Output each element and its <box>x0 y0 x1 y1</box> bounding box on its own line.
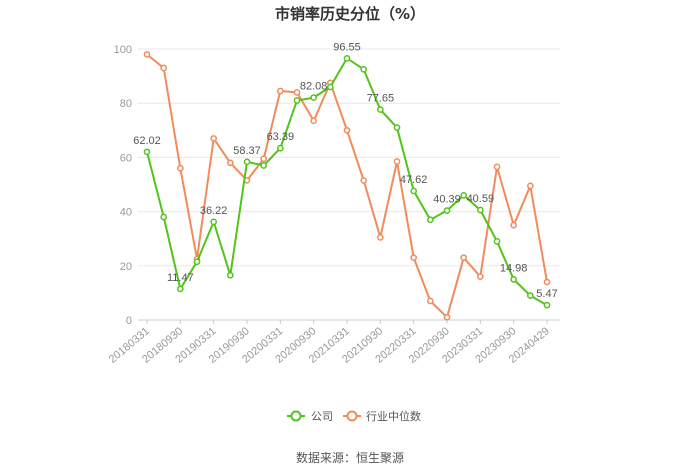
data-point-1 <box>493 163 501 171</box>
data-point-1 <box>460 254 468 262</box>
data-label: 58.37 <box>233 145 261 157</box>
data-point-0 <box>543 301 551 309</box>
data-point-1 <box>426 297 434 305</box>
data-point-0 <box>343 54 351 62</box>
data-label: 14.98 <box>500 262 528 274</box>
x-axis-ticks: 2018033120180930201903312019093020200331… <box>107 320 552 366</box>
data-point-0 <box>360 65 368 73</box>
data-point-1 <box>176 164 184 172</box>
data-point-0 <box>426 216 434 224</box>
data-point-0 <box>510 276 518 283</box>
y-tick-label: 100 <box>114 44 132 56</box>
legend-company-marker-icon <box>290 410 302 422</box>
data-point-0 <box>393 124 401 131</box>
data-label: 11.47 <box>167 272 194 284</box>
data-point-1 <box>226 159 234 167</box>
data-point-1 <box>210 135 218 142</box>
data-point-1 <box>276 87 284 95</box>
legend-item-company[interactable]: 公司 <box>287 410 333 423</box>
data-point-0 <box>326 83 334 91</box>
data-point-0 <box>410 187 418 195</box>
legend-label-company: 公司 <box>311 410 333 423</box>
data-point-1 <box>510 221 518 229</box>
y-tick-label: 40 <box>120 207 132 219</box>
data-point-0 <box>443 207 451 214</box>
data-point-0 <box>210 218 218 226</box>
data-point-0 <box>143 148 151 156</box>
y-tick-label: 0 <box>126 315 132 327</box>
legend-industry-marker-icon <box>346 410 358 422</box>
data-label: 40.39 <box>433 194 461 206</box>
data-point-1 <box>443 313 451 321</box>
data-point-0 <box>260 162 268 169</box>
data-point-0 <box>193 258 201 266</box>
data-point-1 <box>526 182 534 190</box>
data-label: 96.55 <box>333 41 361 53</box>
data-point-1 <box>293 89 301 96</box>
data-point-1 <box>360 177 368 184</box>
data-point-0 <box>226 271 234 279</box>
data-label: 77.65 <box>367 93 395 105</box>
data-point-0 <box>526 292 534 299</box>
data-point-1 <box>393 158 401 165</box>
data-point-0 <box>160 213 168 221</box>
series-line-1 <box>146 53 548 319</box>
data-point-1 <box>310 117 318 125</box>
series-layer <box>143 51 551 321</box>
legend-item-industry-median[interactable]: 行业中位数 <box>343 409 421 423</box>
data-point-0 <box>293 97 301 104</box>
data-point-0 <box>376 106 384 113</box>
legend: 公司 行业中位数 <box>287 409 421 423</box>
data-point-1 <box>160 64 168 72</box>
data-point-1 <box>476 273 484 280</box>
data-point-1 <box>376 233 384 241</box>
data-point-1 <box>543 278 551 286</box>
y-tick-label: 60 <box>120 152 132 164</box>
data-point-0 <box>310 94 318 101</box>
chart-title: 市销率历史分位（%） <box>275 5 425 23</box>
data-label: 5.47 <box>536 288 557 300</box>
data-label: 63.39 <box>267 131 295 143</box>
data-source: 数据来源：恒生聚源 <box>296 450 404 465</box>
data-point-0 <box>476 206 484 214</box>
data-label: 47.62 <box>400 174 428 186</box>
data-label: 82.08 <box>300 81 328 93</box>
data-point-1 <box>410 254 418 262</box>
data-point-0 <box>460 191 468 199</box>
legend-label-industry-median: 行业中位数 <box>366 409 421 423</box>
y-tick-label: 20 <box>120 261 132 273</box>
data-point-1 <box>260 155 268 163</box>
data-point-0 <box>243 158 251 166</box>
data-point-1 <box>343 126 351 134</box>
data-label: 62.02 <box>133 135 161 147</box>
data-labels: 62.02 11.47 36.22 58.37 63.39 82.08 96.55 77.65… <box>133 41 557 300</box>
data-point-0 <box>276 144 284 152</box>
y-axis-ticks: 0 20 40 60 80 100 <box>114 44 132 327</box>
data-point-0 <box>176 285 184 293</box>
data-point-0 <box>493 238 501 245</box>
data-point-1 <box>143 51 151 58</box>
data-label: 40.59 <box>467 193 495 205</box>
data-label: 36.22 <box>200 205 228 217</box>
y-tick-label: 80 <box>120 98 132 110</box>
